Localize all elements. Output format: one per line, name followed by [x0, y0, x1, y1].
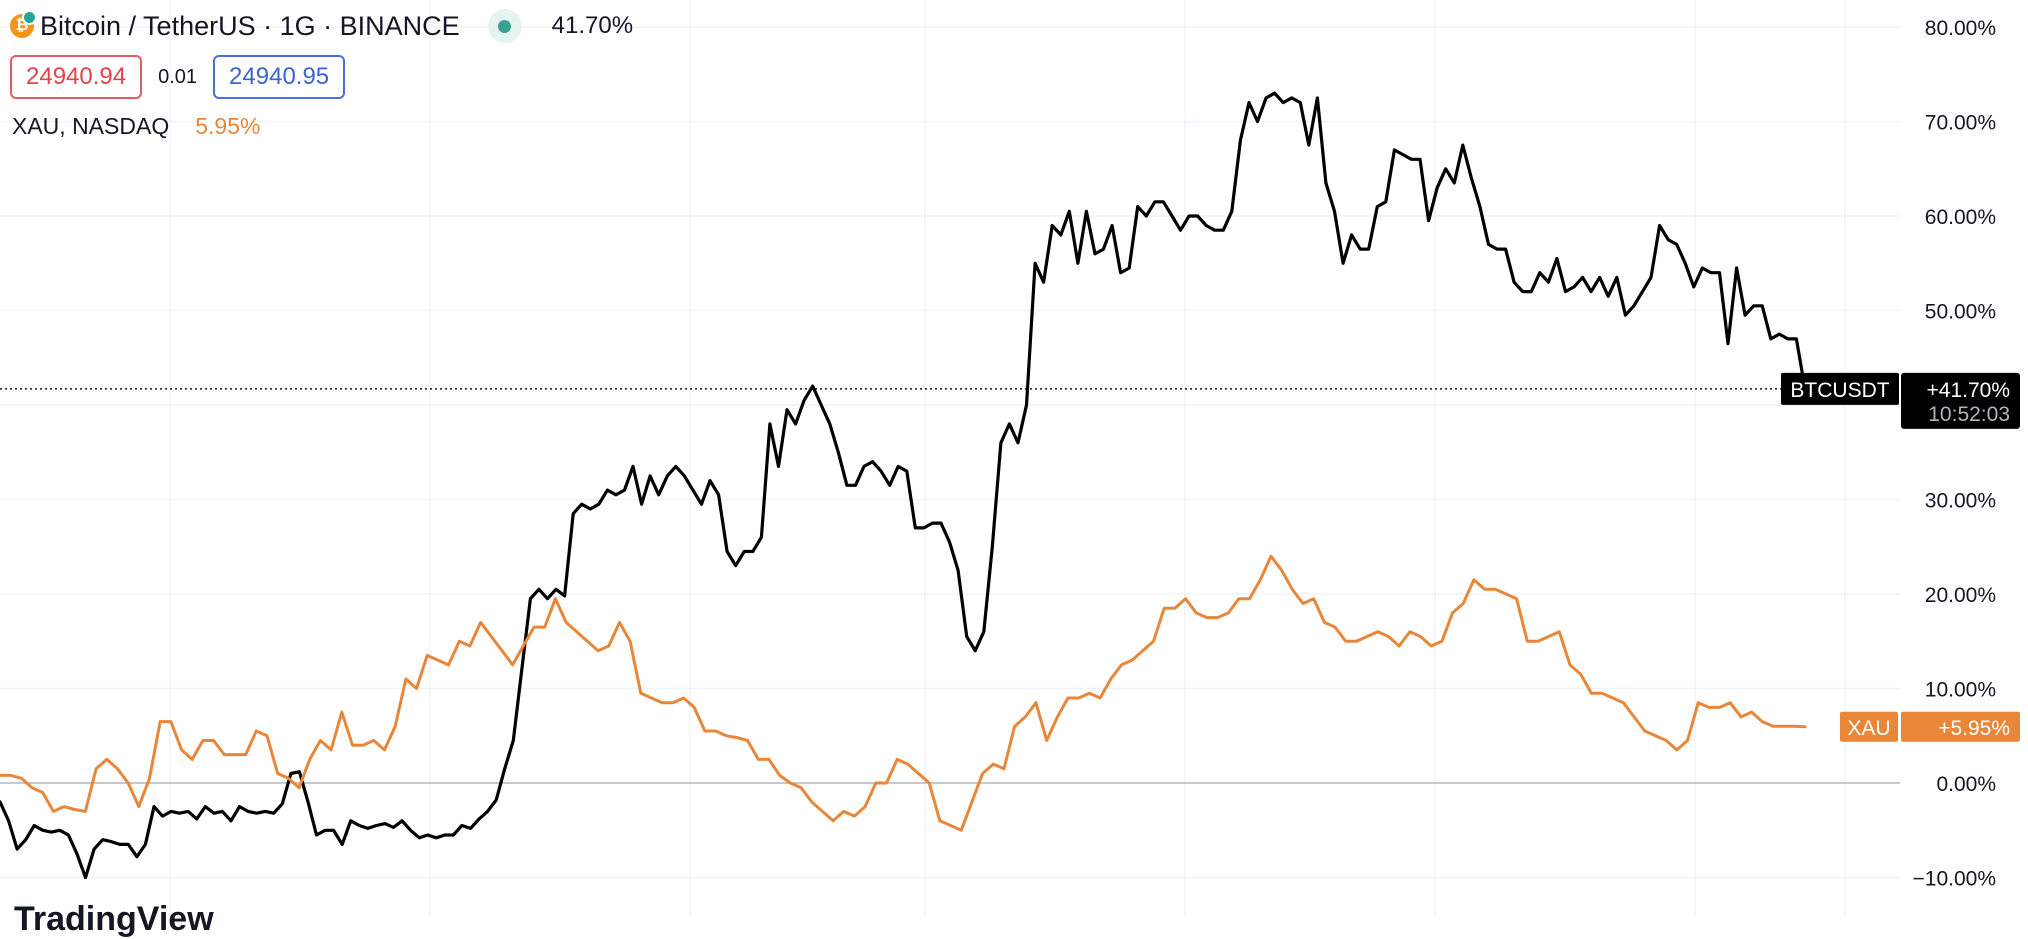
y-tick-label: 80.00%: [1925, 17, 1996, 40]
xau-name-label: XAU: [1847, 717, 1890, 740]
y-tick-label: 30.00%: [1925, 490, 1996, 513]
btc-price-tag: [1901, 372, 2020, 429]
series-line-xau: [0, 554, 1807, 832]
y-tick-label: 10.00%: [1925, 679, 1996, 702]
y-tick-label: 0.00%: [1936, 773, 1996, 796]
xau-price-tag: [1901, 711, 2020, 742]
y-axis: −10.00%0.00%10.00%20.00%30.00%40.00%50.0…: [1913, 17, 1997, 891]
y-tick-label: −10.00%: [1913, 868, 1997, 891]
spread-value: 0.01: [158, 65, 198, 88]
btc-name-tag: [1781, 372, 1899, 405]
symbol-row[interactable]: ₿ Bitcoin / TetherUS · 1G · BINANCE 41.7…: [10, 8, 633, 44]
market-open-icon: [498, 19, 512, 33]
series-layer: [0, 91, 1807, 880]
y-tick-label: 50.00%: [1925, 301, 1996, 324]
btc-last-value: +41.70%: [1927, 379, 2011, 402]
xau-name-tag: [1840, 711, 1898, 742]
compare-legend[interactable]: XAU, NASDAQ 5.95%: [12, 113, 260, 140]
bitcoin-icon: ₿: [10, 10, 37, 38]
market-status-indicator[interactable]: [487, 9, 522, 43]
xau-last-value: +5.95%: [1938, 717, 2010, 740]
horizontal-gridlines: [0, 26, 1900, 879]
vertical-gridlines: [169, 0, 1846, 916]
exchange-badge-icon: [22, 10, 37, 25]
price-row: 24940.94 0.01 24940.95: [10, 55, 346, 99]
y-tick-label: 60.00%: [1925, 206, 1996, 229]
btc-name-label: BTCUSDT: [1790, 379, 1889, 402]
chart-plot[interactable]: −10.00%0.00%10.00%20.00%30.00%40.00%50.0…: [0, 0, 2028, 916]
symbol-change: 41.70%: [551, 12, 634, 39]
chart-header: ₿ Bitcoin / TetherUS · 1G · BINANCE 41.7…: [0, 0, 1880, 150]
compare-symbol-name[interactable]: XAU, NASDAQ: [12, 113, 170, 139]
symbol-title[interactable]: Bitcoin / TetherUS · 1G · BINANCE: [40, 10, 460, 41]
buy-price-button[interactable]: 24940.95: [213, 55, 346, 99]
series-line-btcusdt: [0, 91, 1807, 880]
tradingview-watermark: TradingView: [14, 900, 214, 938]
y-tick-label: 20.00%: [1925, 584, 1996, 607]
compare-symbol-change: 5.95%: [195, 113, 261, 139]
y-tick-label: 70.00%: [1925, 112, 1996, 135]
series-last-labels: BTCUSDT +41.70%10:52:03 XAU +5.95%: [1781, 372, 2020, 742]
sell-price-button[interactable]: 24940.94: [10, 55, 143, 99]
btc-bar-countdown: 10:52:03: [1928, 403, 2010, 426]
